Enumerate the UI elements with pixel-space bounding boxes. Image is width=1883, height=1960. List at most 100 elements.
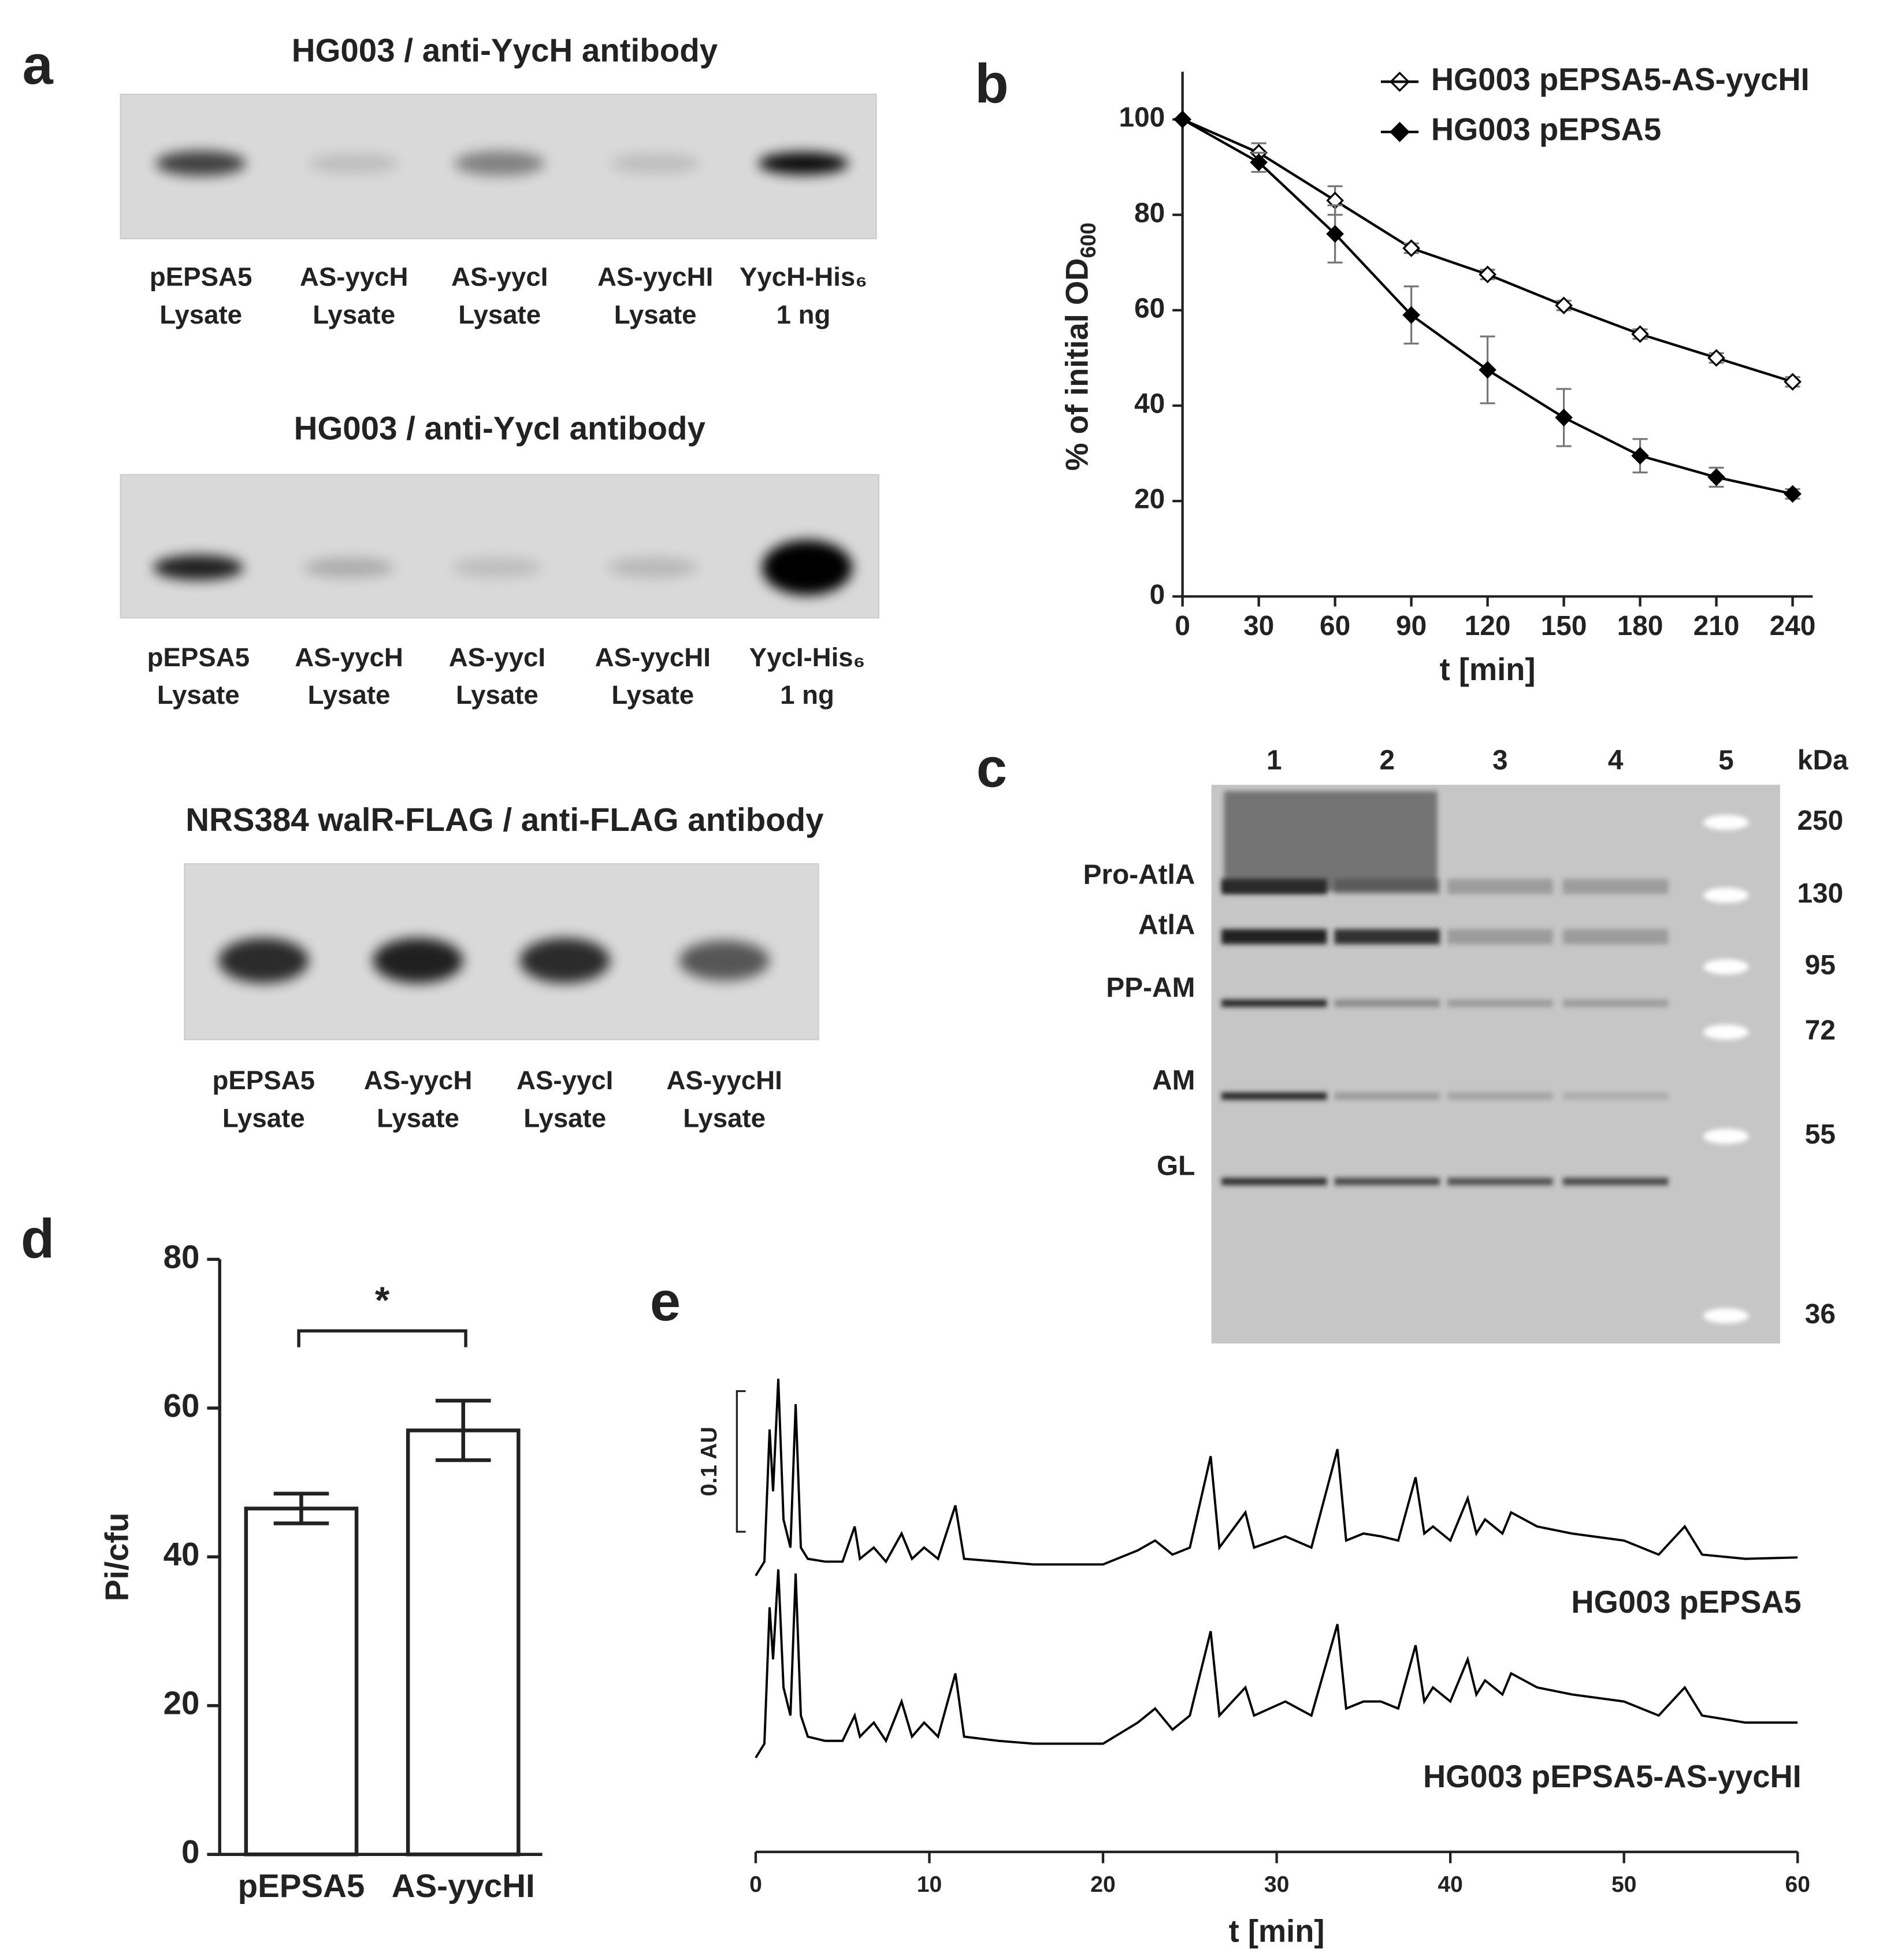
blot-title: HG003 / anti-YycI antibody (294, 410, 706, 446)
data-point (1479, 361, 1496, 379)
marker-label: 55 (1805, 1119, 1836, 1150)
blot (120, 474, 879, 619)
gel-lane-number: 5 (1718, 745, 1734, 776)
legend-label: HG003 pEPSA5 (1431, 112, 1661, 147)
gel-band (1447, 1092, 1553, 1100)
marker-band (1703, 815, 1749, 830)
gel-band (1447, 999, 1553, 1007)
gel-smear (1224, 791, 1438, 892)
x-tick-label: 50 (1611, 1872, 1636, 1897)
gel-band (1562, 879, 1669, 894)
blot-band (303, 557, 395, 578)
blot-title: NRS384 walR-FLAG / anti-FLAG antibody (185, 801, 824, 838)
y-tick-label: 100 (1119, 102, 1165, 133)
y-tick-label: 0 (1150, 580, 1165, 610)
x-tick-label: 30 (1243, 611, 1274, 641)
gel-unit: kDa (1797, 745, 1848, 776)
x-tick-label: 210 (1693, 611, 1740, 641)
y-axis-label: % of initial OD600 (1060, 222, 1100, 471)
marker-label: 250 (1797, 805, 1843, 836)
data-point (1784, 485, 1802, 503)
lane-label: 1 ng (777, 300, 831, 329)
y-tick-label: 20 (164, 1685, 200, 1721)
significance-bracket (297, 1329, 467, 1348)
data-point (1326, 225, 1344, 243)
scale-bar-label: 0.1 AU (697, 1427, 722, 1496)
band-label: AM (1152, 1066, 1195, 1096)
data-point (1631, 447, 1649, 465)
gel-band (1447, 1178, 1553, 1186)
blot-title: HG003 / anti-YycH antibody (292, 32, 718, 68)
data-point (1784, 373, 1802, 391)
blot-band (155, 150, 246, 176)
blot-band (758, 152, 849, 175)
gel-band (1334, 929, 1440, 945)
y-tick-label: 80 (1134, 198, 1165, 228)
gel-band (1221, 999, 1327, 1007)
lane-label: AS-yycH (295, 643, 403, 672)
marker-band (1703, 888, 1749, 903)
lane-label: AS-yycHI (597, 262, 713, 292)
scale-bar (736, 1390, 746, 1533)
lane-label: Lysate (377, 1103, 459, 1133)
gel-band (1562, 929, 1669, 945)
y-tick-label: 40 (1134, 389, 1165, 420)
data-point (1479, 265, 1496, 284)
marker-label: 36 (1805, 1299, 1836, 1330)
bar (244, 1506, 359, 1857)
panel-label: d (21, 1208, 54, 1269)
data-point (1173, 110, 1191, 128)
lane-label: Lysate (456, 680, 538, 710)
gel-band (1562, 1092, 1669, 1100)
marker-label: 72 (1805, 1015, 1836, 1046)
lane-label: Lysate (313, 300, 395, 329)
y-tick-label: 20 (1134, 484, 1165, 515)
gel-band (1334, 1178, 1440, 1186)
band-label: PP-AM (1106, 972, 1195, 1003)
x-tick-label: 180 (1617, 611, 1663, 641)
trace-line (755, 1379, 1798, 1576)
x-tick-label: pEPSA5 (238, 1868, 365, 1904)
blot-band (610, 153, 701, 174)
lane-label: YycI-His₆ (749, 643, 866, 672)
lane-label: AS-yycHI (666, 1066, 782, 1095)
x-tick-label: 150 (1541, 611, 1587, 641)
panel-label: b (975, 53, 1008, 115)
lane-label: pEPSA5 (213, 1066, 315, 1095)
lane-label: YycH-His₆ (740, 262, 867, 292)
y-axis-label: Pi/cfu (98, 1512, 135, 1601)
y-tick-label: 0 (181, 1833, 199, 1870)
panel-label: c (976, 737, 1007, 799)
lane-label: Lysate (611, 680, 694, 710)
lane-label: Lysate (458, 300, 541, 329)
lane-label: Lysate (523, 1103, 606, 1133)
lane-label: AS-yycH (364, 1066, 473, 1095)
marker-band (1703, 1308, 1749, 1324)
marker-band (1703, 1024, 1749, 1040)
legend-label: HG003 pEPSA5-AS-yycHI (1431, 62, 1810, 97)
gel-band (1562, 1178, 1669, 1186)
blot-band (309, 153, 399, 174)
lane-label: Lysate (222, 1103, 305, 1133)
marker-band (1703, 1129, 1749, 1144)
lane-label: AS-yycI (517, 1066, 613, 1095)
trace-line (755, 1569, 1798, 1758)
data-point (1707, 349, 1725, 367)
significance-label: * (375, 1279, 390, 1321)
lane-label: Lysate (308, 680, 391, 710)
gel-lane-number: 3 (1492, 745, 1508, 776)
data-point (1250, 153, 1268, 172)
y-axis-label-text: % of initial OD (1060, 258, 1095, 471)
panel-label: a (23, 34, 54, 96)
gel-lane-number: 2 (1380, 745, 1395, 776)
data-point (1555, 296, 1573, 314)
data-point (1402, 306, 1420, 324)
blot-band (452, 557, 543, 578)
gel-band (1447, 929, 1553, 945)
x-tick-label: 0 (749, 1872, 762, 1897)
gel-band (1447, 879, 1553, 894)
data-point (1707, 468, 1725, 487)
lane-label: AS-yycH (300, 262, 408, 292)
marker-label: 130 (1797, 878, 1843, 909)
x-tick-label: AS-yycHI (392, 1868, 535, 1904)
